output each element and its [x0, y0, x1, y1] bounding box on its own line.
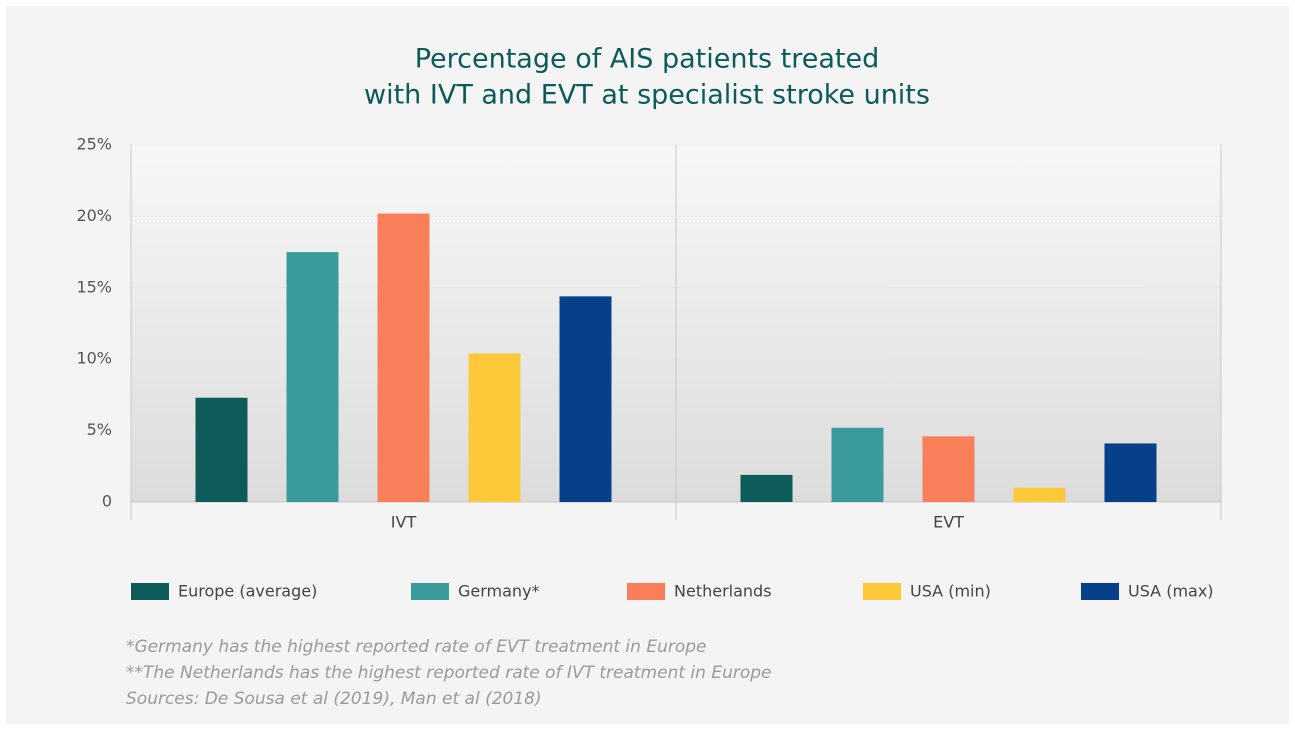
chart-title: Percentage of AIS patients treated [415, 44, 880, 75]
y-tick-label: 5% [87, 420, 112, 439]
legend-swatch [131, 583, 169, 600]
bar [377, 213, 430, 502]
legend-label: USA (min) [910, 582, 991, 601]
legend-label: USA (max) [1128, 582, 1214, 601]
bar [1104, 443, 1157, 502]
footnote: Sources: De Sousa et al (2019), Man et a… [126, 689, 542, 709]
y-tick-label: 0 [102, 492, 112, 511]
bar [195, 397, 248, 502]
bar [559, 296, 612, 502]
bar [286, 252, 339, 502]
bar [468, 353, 521, 502]
legend-swatch [627, 583, 665, 600]
legend-label: Europe (average) [178, 582, 317, 601]
x-tick-label: EVT [933, 513, 964, 532]
y-tick-label: 20% [76, 206, 112, 225]
bar [922, 436, 975, 502]
bar [740, 474, 793, 502]
legend-swatch [1081, 583, 1119, 600]
y-tick-label: 10% [76, 349, 112, 368]
chart-title: with IVT and EVT at specialist stroke un… [364, 80, 930, 111]
bar [1013, 487, 1066, 502]
x-tick-label: IVT [391, 513, 417, 532]
y-tick-label: 25% [76, 135, 112, 154]
footnote: *Germany has the highest reported rate o… [126, 637, 707, 657]
bar [831, 427, 884, 502]
legend-swatch [411, 583, 449, 600]
legend-label: Germany* [458, 582, 540, 601]
legend-swatch [863, 583, 901, 600]
y-tick-label: 15% [76, 277, 112, 296]
footnote: **The Netherlands has the highest report… [126, 663, 771, 683]
legend-label: Netherlands [674, 582, 772, 601]
